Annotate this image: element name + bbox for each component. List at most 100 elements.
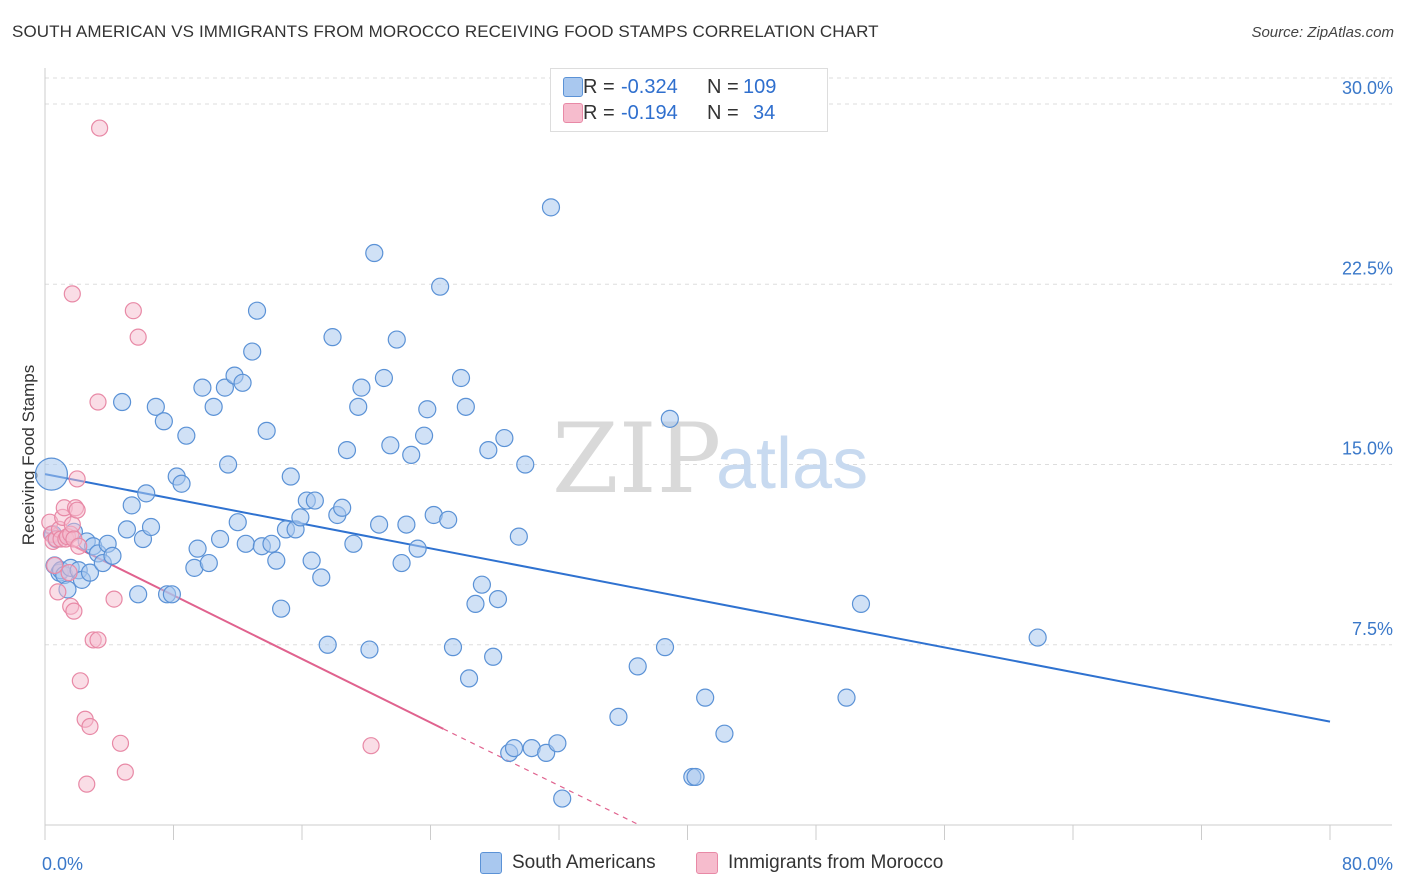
data-point-morocco bbox=[68, 501, 86, 519]
data-point-south-american bbox=[146, 397, 165, 416]
legend-swatch-pink bbox=[563, 103, 583, 123]
data-point-south-american bbox=[837, 688, 856, 707]
data-point-morocco bbox=[70, 537, 88, 555]
data-point-south-american bbox=[660, 409, 679, 428]
source-label: Source: ZipAtlas.com bbox=[1251, 24, 1394, 41]
data-point-morocco bbox=[362, 737, 380, 755]
y-tick-label: 15.0% bbox=[1342, 439, 1393, 459]
data-point-south-american bbox=[431, 277, 450, 296]
data-point-south-american bbox=[344, 534, 363, 553]
data-point-south-american bbox=[439, 510, 458, 529]
data-point-south-american bbox=[541, 198, 561, 217]
legend-swatch-blue bbox=[563, 77, 583, 97]
data-point-south-american bbox=[177, 426, 196, 445]
data-point-south-american bbox=[715, 724, 734, 743]
series-immigrants-morocco bbox=[41, 119, 380, 793]
data-point-morocco bbox=[89, 631, 107, 649]
data-point-morocco bbox=[63, 285, 81, 303]
data-point-south-american bbox=[312, 568, 331, 587]
n-value: 109 bbox=[743, 75, 777, 98]
n-value: 34 bbox=[753, 101, 776, 124]
legend-item-morocco: Immigrants from Morocco bbox=[696, 852, 943, 874]
legend-label: South Americans bbox=[512, 852, 656, 873]
data-point-south-american bbox=[484, 647, 503, 666]
correlation-legend: R = -0.324 N = 109 R = -0.194 N = 34 bbox=[550, 68, 828, 132]
data-point-south-american bbox=[548, 734, 567, 753]
data-point-south-american bbox=[370, 515, 389, 534]
tick-labels: 7.5% 15.0% 22.5% 30.0% 0.0% 80.0% bbox=[42, 78, 1393, 874]
data-point-south-american bbox=[655, 638, 675, 657]
data-point-south-american bbox=[381, 436, 400, 455]
data-point-south-american bbox=[418, 400, 437, 419]
data-point-south-american bbox=[34, 457, 69, 491]
data-point-south-american bbox=[154, 412, 173, 431]
data-point-south-american bbox=[129, 585, 148, 604]
data-point-south-american bbox=[374, 368, 394, 388]
r-label: R = bbox=[583, 101, 615, 124]
data-point-south-american bbox=[318, 635, 337, 654]
legend-row-morocco: R = -0.194 N = 34 bbox=[563, 101, 776, 125]
data-point-south-american bbox=[262, 534, 281, 553]
gridlines bbox=[45, 77, 1392, 646]
data-point-morocco bbox=[116, 763, 134, 781]
data-point-morocco bbox=[124, 302, 142, 320]
data-point-south-american bbox=[228, 513, 247, 532]
y-axis-label: Receiving Food Stamps bbox=[19, 365, 38, 545]
data-point-south-american bbox=[479, 440, 498, 460]
n-label: N = bbox=[707, 75, 739, 98]
data-point-south-american bbox=[112, 392, 132, 412]
data-point-south-american bbox=[272, 599, 291, 618]
data-point-south-american bbox=[188, 539, 207, 558]
data-point-south-american bbox=[219, 455, 238, 474]
data-point-south-american bbox=[1028, 628, 1047, 647]
data-point-morocco bbox=[63, 515, 81, 534]
watermark: ZIP atlas bbox=[552, 403, 868, 515]
data-point-south-american bbox=[122, 496, 141, 515]
data-point-morocco bbox=[46, 556, 64, 575]
data-point-south-american bbox=[504, 738, 524, 758]
data-point-south-american bbox=[851, 594, 871, 614]
data-point-south-american bbox=[466, 594, 485, 614]
watermark-atlas: atlas bbox=[716, 424, 868, 504]
data-point-south-american bbox=[352, 378, 371, 397]
data-point-south-american bbox=[408, 539, 427, 558]
data-point-south-american bbox=[172, 474, 191, 493]
y-tick-label: 22.5% bbox=[1342, 258, 1393, 278]
data-point-morocco bbox=[89, 393, 107, 411]
data-point-south-american bbox=[305, 491, 324, 510]
r-value: -0.324 bbox=[621, 75, 678, 98]
data-point-south-american bbox=[141, 517, 161, 537]
data-point-south-american bbox=[459, 669, 479, 688]
y-tick-label: 7.5% bbox=[1352, 619, 1393, 639]
data-point-morocco bbox=[81, 717, 99, 736]
data-point-morocco bbox=[105, 590, 123, 608]
series-legend: South Americans Immigrants from Morocco bbox=[0, 852, 1406, 878]
y-tick-label: 30.0% bbox=[1342, 78, 1393, 98]
legend-item-south-americans: South Americans bbox=[480, 852, 656, 874]
trend-line-morocco-extension bbox=[443, 728, 640, 826]
data-point-morocco bbox=[91, 119, 109, 137]
data-point-south-american bbox=[609, 707, 628, 726]
data-point-south-american bbox=[472, 575, 491, 594]
data-point-south-american bbox=[243, 342, 262, 361]
data-point-south-american bbox=[80, 563, 100, 582]
x-tick-label: 0.0% bbox=[42, 854, 83, 874]
data-point-south-american bbox=[193, 378, 212, 397]
data-point-south-american bbox=[337, 440, 357, 460]
data-point-south-american bbox=[333, 498, 352, 517]
data-point-south-american bbox=[349, 397, 368, 416]
data-point-south-american bbox=[162, 585, 181, 604]
data-point-south-american bbox=[117, 520, 137, 539]
data-point-morocco bbox=[68, 470, 86, 488]
chart-title: SOUTH AMERICAN VS IMMIGRANTS FROM MOROCC… bbox=[12, 22, 879, 41]
data-point-south-american bbox=[210, 529, 230, 549]
data-point-south-american bbox=[365, 243, 384, 263]
data-point-south-american bbox=[509, 527, 528, 546]
data-point-south-american bbox=[204, 397, 223, 416]
legend-swatch-blue bbox=[480, 852, 502, 874]
r-label: R = bbox=[583, 75, 615, 98]
data-point-south-american bbox=[215, 378, 234, 397]
data-point-morocco bbox=[65, 602, 83, 620]
trend-line-south-americans bbox=[44, 473, 1331, 723]
data-point-south-american bbox=[495, 428, 514, 448]
